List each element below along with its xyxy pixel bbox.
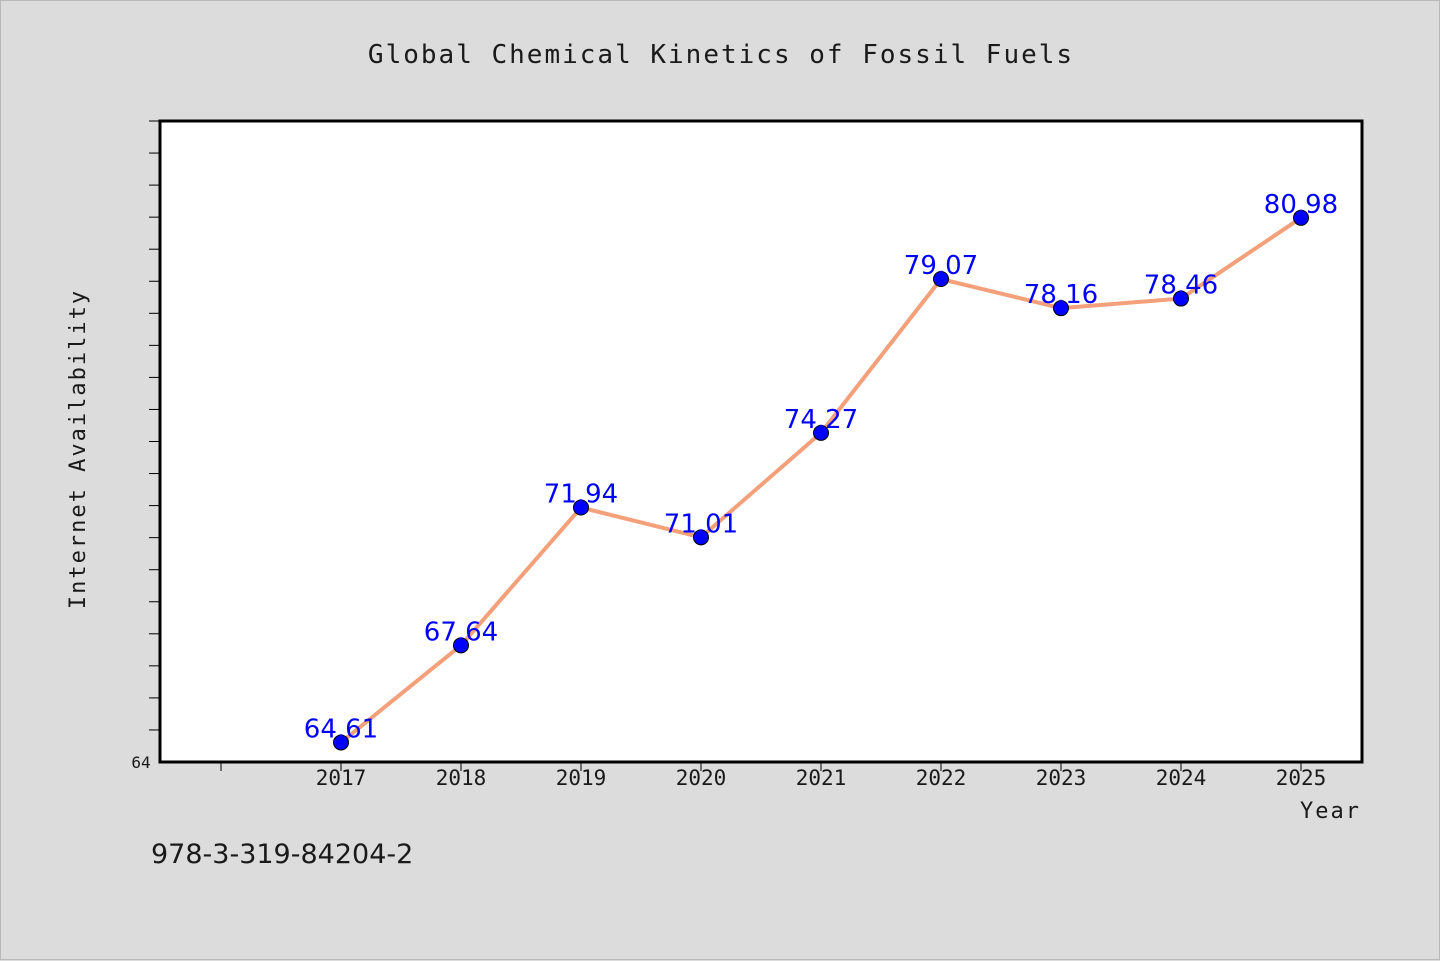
x-tick-label: 2023 [1036, 766, 1087, 790]
x-axis-label: Year [1300, 799, 1361, 824]
x-tick-label: 2025 [1276, 766, 1327, 790]
data-label: 74.27 [784, 405, 858, 435]
x-tick-label: 2020 [676, 766, 727, 790]
data-label: 67.64 [424, 617, 498, 647]
data-point [813, 424, 829, 441]
isbn-text: 978-3-319-84204-2 [151, 839, 413, 870]
data-markers [333, 209, 1309, 751]
data-label: 80.98 [1264, 190, 1338, 220]
x-tick-label: 2021 [796, 766, 847, 790]
data-label: 79.07 [904, 251, 978, 281]
x-tick-labels: 2017 2018 2019 2020 2021 2022 2023 2024 2025 [316, 766, 1327, 790]
y-axis-label: Internet Availability [66, 289, 91, 609]
data-labels: 64.61 67.64 71.94 71.01 74.27 79.07 78.16 78.46… [304, 190, 1338, 745]
y-axis-ticks [149, 120, 160, 731]
data-label: 64.61 [304, 714, 378, 744]
data-label: 78.46 [1144, 271, 1218, 301]
y-tick-label: 64 [131, 753, 150, 772]
data-point [573, 499, 589, 516]
data-point [1173, 290, 1189, 307]
plot-area [158, 119, 1364, 764]
data-point [693, 529, 709, 546]
data-point [1293, 209, 1309, 226]
data-point [333, 734, 349, 751]
data-label: 78.16 [1024, 280, 1098, 310]
x-tick-label: 2024 [1156, 766, 1207, 790]
x-tick-label: 2022 [916, 766, 967, 790]
data-point [933, 271, 949, 288]
x-tick-label: 2019 [556, 766, 607, 790]
data-point [1053, 300, 1069, 317]
x-tick-label: 2017 [316, 766, 367, 790]
data-label: 71.94 [544, 480, 618, 510]
data-point [453, 637, 469, 654]
x-axis-ticks [220, 762, 1302, 771]
x-tick-label: 2018 [436, 766, 487, 790]
chart-title: Global Chemical Kinetics of Fossil Fuels [368, 40, 1074, 70]
data-label: 71.01 [664, 509, 738, 539]
